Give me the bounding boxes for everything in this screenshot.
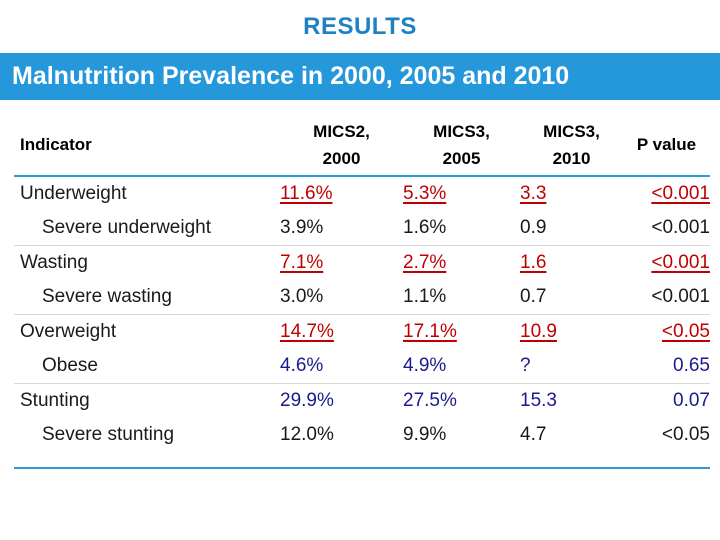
pvalue-cell: <0.001 (651, 252, 710, 273)
indicator-cell: Severe stunting (42, 424, 175, 445)
value-cell-2000: 3.9% (280, 217, 324, 238)
table-row: Wasting 7.1% 2.7% 1.6 <0.001 (14, 246, 710, 280)
value-cell-2010: 15.3 (520, 390, 557, 411)
value-cell-2000: 11.6% (280, 183, 333, 204)
value-cell-2010: 0.9 (520, 217, 547, 238)
header-indicator: Indicator (20, 134, 92, 154)
row-group-underweight: Underweight 11.6% 5.3% 3.3 <0.001 Severe… (14, 177, 710, 246)
value-cell-2010: 0.7 (520, 286, 547, 307)
pvalue-cell: <0.05 (661, 424, 710, 445)
pvalue-cell: <0.001 (651, 217, 710, 238)
pvalue-cell: 0.65 (673, 355, 710, 376)
table-header-row: Indicator MICS2, 2000 MICS3, 2005 MICS3,… (14, 114, 710, 177)
slide-title: RESULTS (303, 13, 417, 40)
value-cell-2000: 14.7% (280, 321, 334, 342)
value-cell-2000: 29.9% (280, 390, 334, 411)
value-cell-2005: 1.1% (403, 286, 447, 307)
pvalue-cell: <0.001 (651, 286, 710, 307)
indicator-cell: Obese (42, 355, 98, 376)
value-cell-2005: 1.6% (403, 217, 447, 238)
table-bottom-spacer (14, 452, 710, 467)
value-cell-2010: ? (520, 355, 531, 376)
value-cell-2005: 27.5% (403, 390, 457, 411)
value-cell-2000: 4.6% (280, 355, 324, 376)
value-cell-2010: 4.7 (520, 424, 547, 445)
value-cell-2010: 10.9 (520, 321, 557, 342)
value-cell-2000: 3.0% (280, 286, 324, 307)
malnutrition-table: Indicator MICS2, 2000 MICS3, 2005 MICS3,… (14, 114, 710, 469)
indicator-cell: Stunting (20, 390, 90, 411)
section-banner-text: Malnutrition Prevalence in 2000, 2005 an… (12, 62, 570, 90)
value-cell-2005: 9.9% (403, 424, 447, 445)
table-row: Severe underweight 3.9% 1.6% 0.9 <0.001 (14, 211, 710, 245)
results-slide: RESULTS Malnutrition Prevalence in 2000,… (0, 12, 720, 540)
value-cell-2005: 5.3% (403, 183, 447, 204)
table-row: Underweight 11.6% 5.3% 3.3 <0.001 (14, 177, 710, 211)
header-pvalue: P value (636, 135, 697, 154)
value-cell-2010: 3.3 (520, 183, 547, 204)
header-mics3-2010-line2: 2010 (552, 148, 591, 168)
header-mics2-line2: 2000 (322, 148, 361, 168)
pvalue-cell: 0.07 (673, 390, 710, 411)
value-cell-2005: 17.1% (403, 321, 457, 342)
table-row: Stunting 29.9% 27.5% 15.3 0.07 (14, 384, 710, 418)
table-row: Severe stunting 12.0% 9.9% 4.7 <0.05 (14, 418, 710, 452)
value-cell-2005: 4.9% (403, 355, 447, 376)
indicator-cell: Underweight (20, 183, 127, 204)
row-group-overweight: Overweight 14.7% 17.1% 10.9 <0.05 Obese … (14, 315, 710, 384)
indicator-cell: Severe underweight (42, 217, 211, 238)
table-row: Overweight 14.7% 17.1% 10.9 <0.05 (14, 315, 710, 349)
header-mics2-line1: MICS2, (313, 121, 370, 141)
indicator-cell: Overweight (20, 321, 117, 342)
pvalue-cell: <0.001 (651, 183, 710, 204)
header-mics3-2010: MICS3, 2010 (520, 118, 623, 172)
pvalue-cell: <0.05 (661, 321, 710, 342)
section-banner: Malnutrition Prevalence in 2000, 2005 an… (0, 53, 720, 100)
value-cell-2000: 12.0% (280, 424, 334, 445)
value-cell-2005: 2.7% (403, 252, 447, 273)
value-cell-2000: 7.1% (280, 252, 324, 273)
header-mics3-2005-line2: 2005 (442, 148, 481, 168)
indicator-cell: Severe wasting (42, 286, 172, 307)
header-mics2-2000: MICS2, 2000 (280, 118, 403, 172)
table-row: Obese 4.6% 4.9% ? 0.65 (14, 349, 710, 383)
row-group-wasting: Wasting 7.1% 2.7% 1.6 <0.001 Severe wast… (14, 246, 710, 315)
indicator-cell: Wasting (20, 252, 88, 273)
header-mics3-2005-line1: MICS3, (433, 121, 490, 141)
header-mics3-2005: MICS3, 2005 (403, 118, 520, 172)
row-group-stunting: Stunting 29.9% 27.5% 15.3 0.07 Severe st… (14, 384, 710, 452)
value-cell-2010: 1.6 (520, 252, 547, 273)
header-mics3-2010-line1: MICS3, (543, 121, 600, 141)
table-row: Severe wasting 3.0% 1.1% 0.7 <0.001 (14, 280, 710, 314)
